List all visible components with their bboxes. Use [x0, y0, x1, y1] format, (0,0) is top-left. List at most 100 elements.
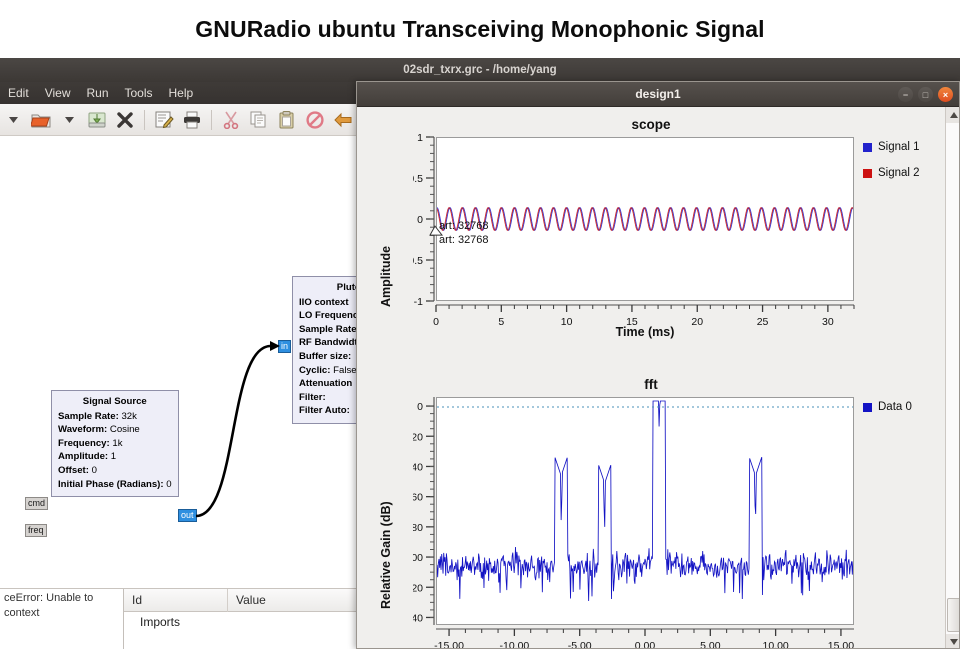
- connection-wire: [195, 341, 280, 518]
- pluto-param-row: Cyclic: False: [299, 364, 405, 378]
- pluto-param-row: Buffer size:: [299, 350, 405, 364]
- signal-source-param-row: Frequency: 1k: [58, 437, 172, 451]
- port-in[interactable]: in: [278, 340, 292, 353]
- minimize-button[interactable]: −: [898, 87, 913, 102]
- scope-frame: [436, 137, 854, 301]
- scope-plot[interactable]: scope Amplitude 10.50-0.5-1051015202530 …: [357, 107, 945, 369]
- param-key: IIO context: [299, 296, 349, 308]
- port-freq[interactable]: freq: [25, 524, 47, 537]
- svg-text:5: 5: [498, 316, 504, 328]
- svg-text:-1: -1: [414, 296, 423, 308]
- port-cmd[interactable]: cmd: [25, 497, 49, 510]
- param-value: Cosine: [109, 424, 140, 436]
- signal-source-block[interactable]: Signal Source Sample Rate: 32k Waveform:…: [51, 390, 179, 498]
- param-key: Sample Rate:: [58, 410, 119, 422]
- delete-icon[interactable]: [302, 107, 328, 133]
- pluto-param-row: Attenuation: [299, 377, 405, 391]
- svg-text:-40: -40: [413, 461, 423, 473]
- svg-text:0: 0: [433, 316, 439, 328]
- signal-source-param-row: Initial Phase (Radians): 0: [58, 478, 172, 492]
- fft-ylabel: Relative Gain (dB): [379, 501, 393, 609]
- print-icon[interactable]: [179, 107, 205, 133]
- console-line: ceError: Unable to: [4, 592, 94, 604]
- param-value: False: [333, 364, 357, 376]
- svg-text:15: 15: [626, 316, 638, 328]
- legend-swatch: [863, 168, 872, 178]
- svg-text:10.00: 10.00: [762, 640, 788, 649]
- param-key: Waveform:: [58, 424, 108, 436]
- svg-text:30: 30: [822, 316, 834, 328]
- svg-text:-80: -80: [413, 522, 423, 534]
- new-dropdown-icon[interactable]: [0, 107, 26, 133]
- param-key: RF Bandwidt: [299, 337, 358, 349]
- design1-window: design1 − □ × scope Amplitude 1 0.5 0 -0.5 -…: [356, 81, 960, 649]
- svg-text:0: 0: [417, 401, 423, 413]
- fft-title: fft: [644, 377, 658, 392]
- pluto-param-row: IIO context: [299, 296, 405, 310]
- param-key: Filter Auto:: [299, 405, 350, 417]
- svg-text:-100: -100: [413, 552, 423, 564]
- scrollbar-thumb[interactable]: [947, 598, 959, 632]
- undo-icon[interactable]: [330, 107, 356, 133]
- legend-item-data-0[interactable]: Data 0: [863, 401, 912, 413]
- menu-item-run[interactable]: Run: [86, 86, 109, 100]
- column-header-id[interactable]: Id: [124, 588, 228, 612]
- fft-plot[interactable]: fft Relative Gain (dB) 0 -20 -40 -60 -80 -100…: [357, 369, 945, 649]
- design1-scrollbar[interactable]: [945, 107, 959, 648]
- fft-frame: [436, 397, 854, 625]
- scroll-up-icon[interactable]: [946, 107, 959, 123]
- save-icon[interactable]: [84, 107, 110, 133]
- pluto-param-row: LO Frequenc: [299, 309, 405, 323]
- param-value: 1: [110, 451, 117, 463]
- scroll-down-icon[interactable]: [946, 634, 959, 648]
- param-value: 32k: [121, 410, 137, 422]
- close-icon[interactable]: [112, 107, 138, 133]
- param-key: LO Frequenc: [299, 310, 359, 322]
- param-key: Attenuation: [299, 378, 353, 390]
- fft-trace: [436, 400, 854, 602]
- legend-swatch: [863, 402, 872, 412]
- legend-label: Data 0: [878, 401, 912, 413]
- cut-icon[interactable]: [218, 107, 244, 133]
- maximize-button[interactable]: □: [918, 87, 933, 102]
- console-panel[interactable]: ceError: Unable to context: [0, 589, 124, 649]
- menu-item-tools[interactable]: Tools: [124, 86, 153, 100]
- pluto-param-row: Sample Rate: [299, 323, 405, 337]
- svg-text:25: 25: [757, 316, 769, 328]
- edit-properties-icon[interactable]: [151, 107, 177, 133]
- menu-item-edit[interactable]: Edit: [8, 86, 29, 100]
- menu-item-view[interactable]: View: [44, 86, 71, 100]
- table-row[interactable]: Imports: [124, 612, 960, 632]
- scrollbar-track[interactable]: [946, 123, 959, 634]
- toolbar-separator: [144, 109, 145, 130]
- scope-xlabel: Time (ms): [615, 325, 675, 339]
- param-key: Offset:: [58, 464, 89, 476]
- open-folder-icon[interactable]: [28, 107, 54, 133]
- window-buttons: − □ ×: [898, 87, 953, 102]
- column-header-value[interactable]: Value: [236, 592, 266, 607]
- param-key: Initial Phase (Radians):: [58, 478, 164, 490]
- copy-icon[interactable]: [246, 107, 272, 133]
- grc-titlebar: 02sdr_txrx.grc - /home/yang: [0, 58, 960, 82]
- paste-icon[interactable]: [274, 107, 300, 133]
- legend-label: Signal 2: [878, 167, 920, 179]
- open-dropdown-icon[interactable]: [56, 107, 82, 133]
- scope-annotation: art: 32768: [439, 220, 489, 232]
- close-button[interactable]: ×: [938, 87, 953, 102]
- param-key: Sample Rate: [299, 323, 357, 335]
- row-id: Imports: [140, 615, 181, 629]
- param-value: 1k: [112, 437, 123, 449]
- menu-item-help[interactable]: Help: [168, 86, 194, 100]
- legend-item-signal-1[interactable]: Signal 1: [863, 141, 920, 153]
- param-key: Filter:: [299, 391, 326, 403]
- legend-swatch: [863, 142, 872, 152]
- pluto-param-row: Filter:: [299, 391, 405, 405]
- signal-source-param-row: Sample Rate: 32k: [58, 410, 172, 424]
- param-value: 0: [166, 478, 172, 490]
- port-out[interactable]: out: [178, 509, 197, 522]
- pluto-sink-title: PlutoS: [336, 282, 368, 293]
- scope-annotation: art: 32768: [439, 234, 489, 246]
- legend-item-signal-2[interactable]: Signal 2: [863, 167, 920, 179]
- param-key: Frequency:: [58, 437, 110, 449]
